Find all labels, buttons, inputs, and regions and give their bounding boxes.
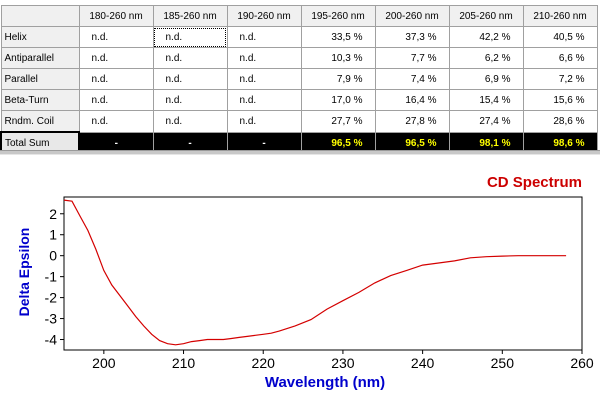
y-tick-label: 0 [49, 248, 57, 264]
table-cell[interactable]: 27,8 % [374, 110, 450, 133]
table-cell[interactable]: 6,6 % [522, 47, 598, 69]
table-cell[interactable]: 27,4 % [448, 110, 524, 133]
table-cell[interactable]: 17,0 % [300, 89, 376, 111]
y-tick-label: -3 [45, 311, 58, 327]
total-sum-label: Total Sum [0, 131, 80, 155]
table-cell[interactable]: 10,3 % [300, 47, 376, 69]
table-cell[interactable]: n.d. [78, 68, 154, 90]
cd-spectrum-line [63, 199, 567, 346]
series-layer [63, 199, 567, 346]
table-cell[interactable]: n.d. [226, 47, 302, 69]
table-cell[interactable]: 42,2 % [448, 26, 524, 48]
table-row: Parallel n.d. n.d. n.d. 7,9 % 7,4 % 6,9 … [0, 68, 598, 90]
table-row: Helix n.d. n.d. n.d. 33,5 % 37,3 % 42,2 … [0, 26, 598, 48]
table-cell[interactable]: 33,5 % [300, 26, 376, 48]
y-axis-label: Delta Epsilon [16, 228, 32, 317]
table-corner-cell [0, 5, 80, 27]
chart-title: CD Spectrum [487, 174, 582, 191]
table-cell[interactable]: 15,4 % [448, 89, 524, 111]
column-header[interactable]: 200-260 nm [374, 5, 450, 27]
table-cell-selected[interactable]: n.d. [152, 26, 228, 48]
x-tick-label: 240 [411, 355, 435, 371]
column-header[interactable]: 180-260 nm [78, 5, 154, 27]
table-cell[interactable]: 7,7 % [374, 47, 450, 69]
table-header-row: 180-260 nm 185-260 nm 190-260 nm 195-260… [0, 5, 598, 27]
table-cell[interactable]: n.d. [226, 110, 302, 133]
x-axis-label: Wavelength (nm) [265, 374, 385, 391]
y-tick-label: -1 [45, 269, 58, 285]
total-cell[interactable]: - [226, 131, 302, 155]
x-tick-label: 250 [491, 355, 515, 371]
table-cell[interactable]: 37,3 % [374, 26, 450, 48]
total-cell[interactable]: 96,5 % [300, 131, 376, 155]
table-cell[interactable]: n.d. [152, 47, 228, 69]
table-cell[interactable]: n.d. [152, 110, 228, 133]
table-row: Beta-Turn n.d. n.d. n.d. 17,0 % 16,4 % 1… [0, 89, 598, 111]
table-cell[interactable]: n.d. [226, 89, 302, 111]
column-header[interactable]: 195-260 nm [300, 5, 376, 27]
table-cell[interactable]: n.d. [226, 68, 302, 90]
x-tick-label: 220 [252, 355, 276, 371]
x-tick-label: 200 [92, 355, 116, 371]
y-tick-label: 1 [49, 227, 57, 243]
row-label: Helix [0, 26, 80, 48]
row-label: Parallel [0, 68, 80, 90]
column-header[interactable]: 210-260 nm [522, 5, 598, 27]
table-cell[interactable]: 15,6 % [522, 89, 598, 111]
table-cell[interactable]: n.d. [152, 68, 228, 90]
x-tick-label: 210 [172, 355, 196, 371]
results-table: 180-260 nm 185-260 nm 190-260 nm 195-260… [0, 5, 598, 155]
row-label: Rndm. Coil [0, 110, 80, 133]
row-label: Beta-Turn [0, 89, 80, 111]
chart-panel: 200 210 220 230 240 250 260 2 1 0 -1 -2 -3 -4 CD Spec… [0, 155, 600, 400]
table-cell[interactable]: 7,2 % [522, 68, 598, 90]
table-row: Antiparallel n.d. n.d. n.d. 10,3 % 7,7 %… [0, 47, 598, 69]
table-cell[interactable]: n.d. [152, 89, 228, 111]
table-cell[interactable]: n.d. [78, 26, 154, 48]
splitter-bar[interactable] [0, 150, 600, 155]
column-header[interactable]: 185-260 nm [152, 5, 228, 27]
x-tick-label: 230 [331, 355, 355, 371]
x-tick-label: 260 [570, 355, 594, 371]
table-cell[interactable]: 6,2 % [448, 47, 524, 69]
table-cell[interactable]: 40,5 % [522, 26, 598, 48]
table-cell[interactable]: 7,9 % [300, 68, 376, 90]
table-cell[interactable]: 16,4 % [374, 89, 450, 111]
table-row: Rndm. Coil n.d. n.d. n.d. 27,7 % 27,8 % … [0, 110, 598, 133]
total-cell[interactable]: 98,1 % [448, 131, 524, 155]
table-cell[interactable]: n.d. [78, 47, 154, 69]
table-cell[interactable]: n.d. [78, 89, 154, 111]
table-cell[interactable]: n.d. [78, 110, 154, 133]
y-tick-label: -2 [45, 290, 58, 306]
table-cell[interactable]: 27,7 % [300, 110, 376, 133]
total-cell[interactable]: - [78, 131, 154, 155]
table-cell[interactable]: 28,6 % [522, 110, 598, 133]
row-label: Antiparallel [0, 47, 80, 69]
table-cell[interactable]: n.d. [226, 26, 302, 48]
y-tick-label: 2 [49, 206, 57, 222]
table-cell[interactable]: 7,4 % [374, 68, 450, 90]
column-header[interactable]: 205-260 nm [448, 5, 524, 27]
column-header[interactable]: 190-260 nm [226, 5, 302, 27]
plot-frame [63, 196, 583, 351]
y-tick-label: -4 [45, 332, 58, 348]
table-cell[interactable]: 6,9 % [448, 68, 524, 90]
